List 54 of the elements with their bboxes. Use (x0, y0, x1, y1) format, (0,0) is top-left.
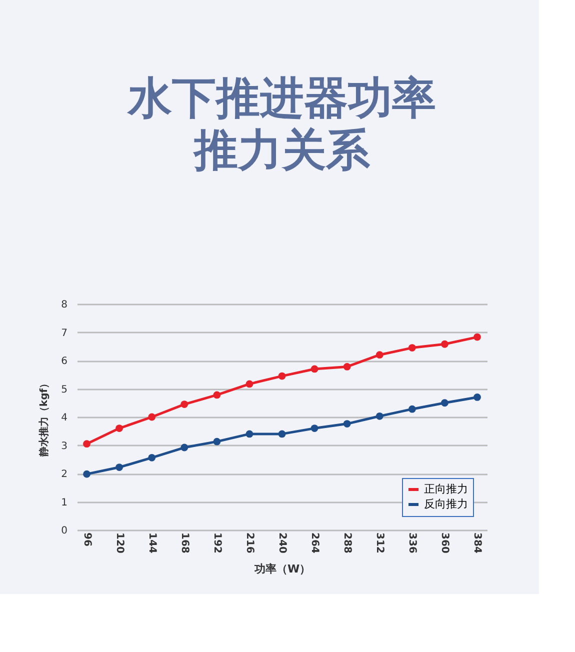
point (376, 412, 384, 420)
y-tick-label: 1 (61, 497, 68, 508)
y-tick-label: 0 (61, 526, 68, 536)
text: 水下推进器功率 (128, 73, 436, 124)
point (343, 420, 351, 428)
x-tick-label: 216 (244, 532, 255, 554)
point (278, 430, 286, 438)
point (474, 394, 481, 401)
x-tick-label: 312 (374, 532, 386, 554)
y-tick-label: 6 (61, 356, 68, 367)
x-tick-label: 192 (211, 532, 222, 554)
point (246, 430, 254, 438)
point (148, 413, 156, 421)
point (440, 399, 448, 407)
x-tick-label: 288 (342, 532, 353, 554)
point (310, 365, 318, 373)
x-tick-label: 360 (439, 532, 450, 554)
point (83, 470, 90, 478)
point (310, 424, 318, 432)
point (376, 351, 384, 359)
point (408, 405, 416, 413)
x-axis-title: 功率（W） (253, 562, 311, 576)
point (148, 454, 156, 462)
point (343, 363, 351, 370)
point (116, 464, 124, 471)
x-tick-label: 336 (406, 532, 418, 554)
point (278, 372, 286, 380)
y-tick-label: 3 (61, 440, 68, 452)
y-axis-title: 静水推力（kgf） (38, 378, 50, 458)
point (408, 344, 416, 352)
x-tick-label: 384 (472, 532, 483, 554)
text: 推力关系 (194, 125, 370, 176)
point (474, 333, 481, 341)
x-tick-label: 144 (146, 532, 158, 554)
y-tick-label: 8 (61, 300, 68, 310)
y-tick-label: 5 (61, 384, 68, 396)
y-tick-label: 2 (61, 469, 68, 480)
x-tick-label: 96 (81, 532, 92, 546)
legend-label: 反向推力 (424, 498, 468, 510)
y-tick-label: 7 (61, 328, 68, 339)
legend-label: 正向推力 (424, 482, 468, 496)
point (116, 424, 124, 432)
y-tick-label: 4 (61, 412, 68, 424)
point (180, 400, 188, 408)
point (246, 380, 254, 388)
x-tick-label: 240 (276, 532, 288, 554)
point (83, 440, 90, 448)
x-tick-label: 264 (309, 532, 320, 554)
point (213, 391, 221, 399)
point (213, 438, 221, 446)
point (440, 340, 448, 348)
point (180, 444, 188, 452)
x-tick-label: 168 (178, 532, 190, 554)
x-tick-label: 120 (114, 532, 125, 554)
